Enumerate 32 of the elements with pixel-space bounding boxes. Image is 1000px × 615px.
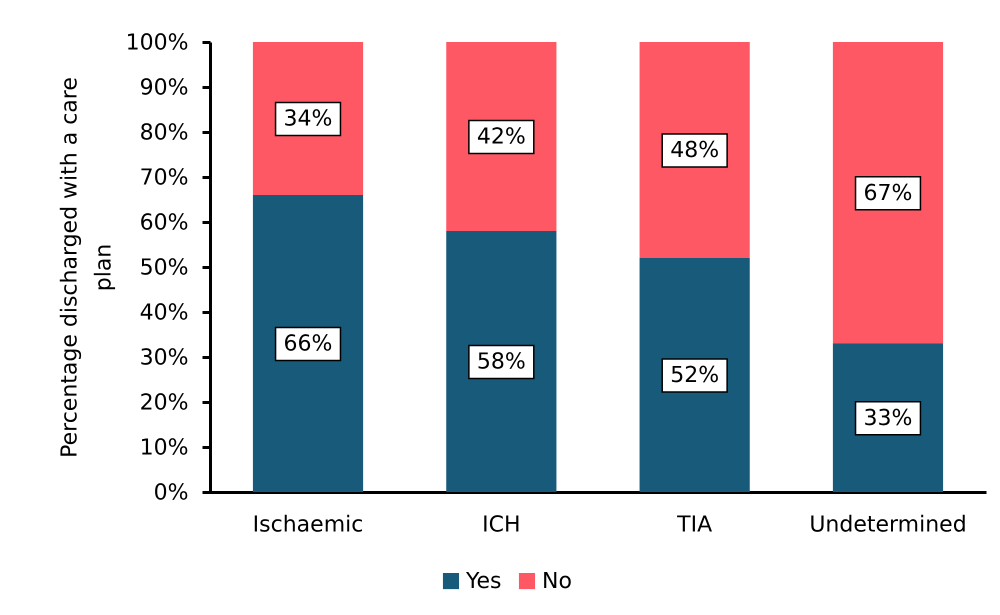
bar <box>640 258 750 492</box>
y-tick-label: 100% <box>126 30 188 56</box>
legend-label: No <box>542 569 572 594</box>
data-label: 67% <box>864 180 912 206</box>
data-label: 33% <box>864 406 912 431</box>
bar <box>446 231 556 492</box>
bar <box>640 42 750 258</box>
y-tick-label: 50% <box>140 256 188 280</box>
data-label: 42% <box>476 124 526 150</box>
y-tick-label: 30% <box>140 346 188 370</box>
y-tick-label: 0% <box>154 480 188 506</box>
y-tick-label: 70% <box>140 166 188 190</box>
bar <box>446 42 556 231</box>
x-tick-label: Undetermined <box>809 512 967 538</box>
y-tick-label: 10% <box>140 436 188 460</box>
y-tick-label: 90% <box>140 76 188 100</box>
y-tick-label: 20% <box>140 390 188 416</box>
data-label: 34% <box>284 106 332 132</box>
bar <box>832 42 944 344</box>
bar <box>252 195 364 492</box>
x-tick-label: ICH <box>482 512 521 538</box>
x-tick-label: Ischaemic <box>252 512 364 538</box>
y-axis-title: Percentage discharged with a care plan <box>58 77 117 458</box>
x-tick-label: TIA <box>676 512 712 538</box>
data-label: 52% <box>670 363 720 388</box>
y-tick-label: 40% <box>140 300 188 326</box>
data-label: 48% <box>670 138 720 163</box>
data-label: 66% <box>284 332 332 356</box>
data-label: 58% <box>476 350 526 374</box>
legend-label: Yes <box>465 569 502 594</box>
y-tick-label: 60% <box>140 210 188 236</box>
y-tick-label: 80% <box>140 120 188 146</box>
